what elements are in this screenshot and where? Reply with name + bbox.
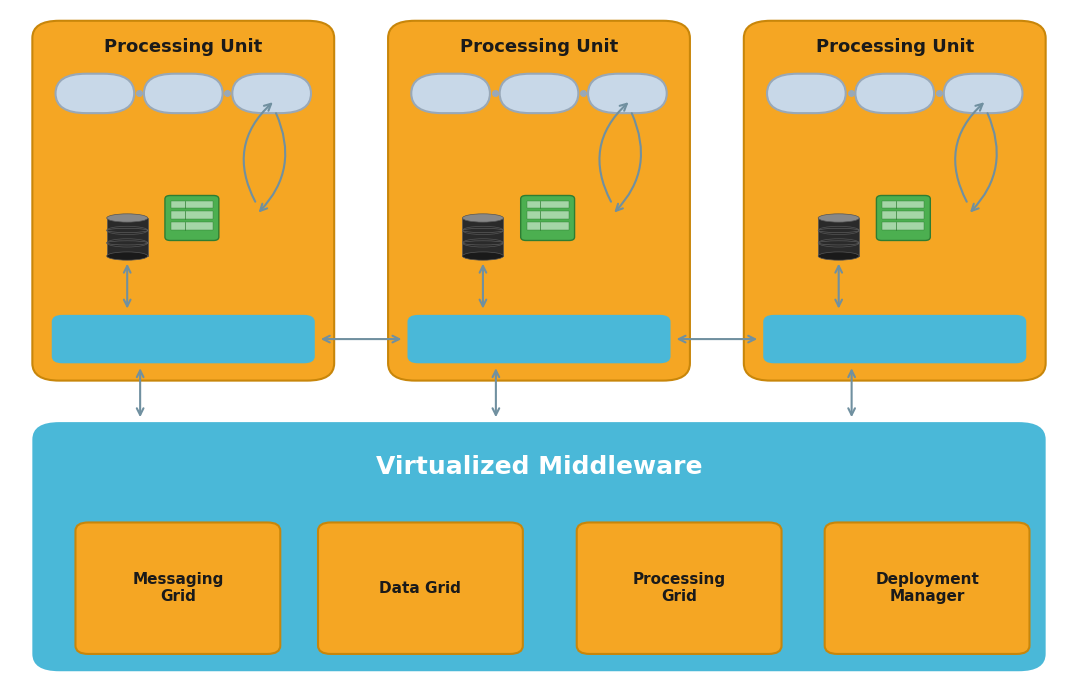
FancyBboxPatch shape <box>526 212 569 219</box>
FancyBboxPatch shape <box>107 218 148 256</box>
FancyBboxPatch shape <box>882 212 925 219</box>
Text: Virtualized Middleware: Virtualized Middleware <box>376 455 702 479</box>
FancyBboxPatch shape <box>32 422 1046 671</box>
Ellipse shape <box>107 226 148 235</box>
Text: Processing
Grid: Processing Grid <box>633 572 725 604</box>
Text: Data Grid: Data Grid <box>379 581 461 596</box>
FancyBboxPatch shape <box>144 74 223 113</box>
Text: Processing Unit: Processing Unit <box>460 38 618 56</box>
FancyBboxPatch shape <box>171 222 213 230</box>
FancyBboxPatch shape <box>318 522 523 654</box>
FancyBboxPatch shape <box>412 74 489 113</box>
FancyBboxPatch shape <box>944 74 1022 113</box>
FancyBboxPatch shape <box>589 74 666 113</box>
FancyBboxPatch shape <box>171 212 213 219</box>
FancyBboxPatch shape <box>56 74 135 113</box>
Ellipse shape <box>107 239 148 247</box>
FancyBboxPatch shape <box>171 201 213 208</box>
Ellipse shape <box>818 252 859 260</box>
Text: Messaging
Grid: Messaging Grid <box>133 572 223 604</box>
Ellipse shape <box>462 252 503 260</box>
FancyBboxPatch shape <box>407 315 671 363</box>
FancyBboxPatch shape <box>75 522 280 654</box>
FancyBboxPatch shape <box>233 74 310 113</box>
FancyBboxPatch shape <box>763 315 1026 363</box>
FancyBboxPatch shape <box>768 74 845 113</box>
FancyBboxPatch shape <box>462 218 503 256</box>
FancyBboxPatch shape <box>825 522 1029 654</box>
FancyBboxPatch shape <box>388 21 690 381</box>
Ellipse shape <box>107 214 148 222</box>
FancyBboxPatch shape <box>521 196 575 241</box>
Ellipse shape <box>818 214 859 222</box>
FancyBboxPatch shape <box>577 522 782 654</box>
Ellipse shape <box>107 252 148 260</box>
FancyBboxPatch shape <box>526 201 569 208</box>
Ellipse shape <box>818 239 859 247</box>
FancyBboxPatch shape <box>744 21 1046 381</box>
FancyBboxPatch shape <box>876 196 930 241</box>
Text: Processing Unit: Processing Unit <box>105 38 262 56</box>
FancyBboxPatch shape <box>526 222 569 230</box>
FancyBboxPatch shape <box>882 222 925 230</box>
Text: Processing Unit: Processing Unit <box>816 38 973 56</box>
Text: Deployment
Manager: Deployment Manager <box>875 572 979 604</box>
Ellipse shape <box>462 226 503 235</box>
FancyBboxPatch shape <box>882 201 925 208</box>
FancyBboxPatch shape <box>165 196 219 241</box>
Ellipse shape <box>462 239 503 247</box>
FancyBboxPatch shape <box>32 21 334 381</box>
FancyBboxPatch shape <box>818 218 859 256</box>
Ellipse shape <box>818 226 859 235</box>
FancyBboxPatch shape <box>52 315 315 363</box>
FancyBboxPatch shape <box>856 74 934 113</box>
FancyBboxPatch shape <box>500 74 578 113</box>
Ellipse shape <box>462 214 503 222</box>
